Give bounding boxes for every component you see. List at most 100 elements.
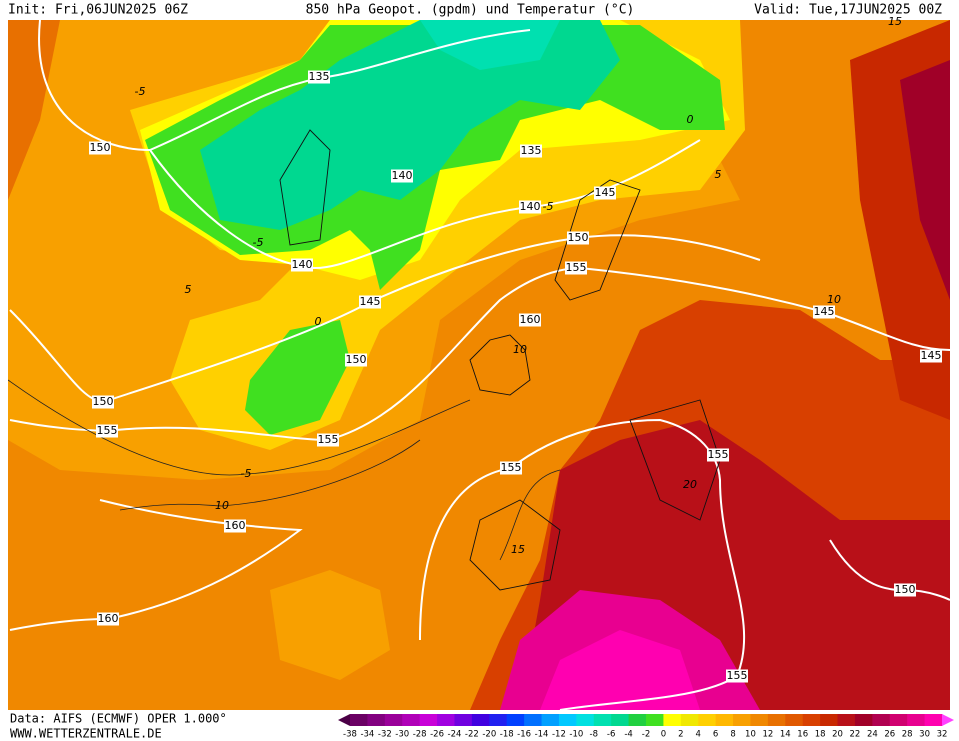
isohypse <box>38 20 531 152</box>
legend-label: -2 <box>642 730 650 740</box>
legend-swatch <box>611 714 630 726</box>
legend-label: 6 <box>713 730 718 740</box>
legend-swatch <box>767 714 786 726</box>
legend-swatch <box>350 714 368 726</box>
contour-label: 150 <box>346 353 367 366</box>
isotherm-label: 0 <box>687 113 694 126</box>
isotherm-label: 15 <box>511 543 525 556</box>
map-labels: 1351501401351451401501551401451601451451… <box>89 15 942 683</box>
legend-swatch <box>680 714 699 726</box>
field-africa-light <box>270 570 390 680</box>
contour-label-box <box>96 424 118 438</box>
legend-swatch <box>733 714 751 726</box>
legend-swatch <box>854 714 873 726</box>
legend-label: -16 <box>517 730 531 740</box>
isotherm-label: -5 <box>543 200 554 213</box>
legend-label: -22 <box>465 730 479 740</box>
contour-label-box <box>500 461 522 475</box>
contour-label: 155 <box>501 461 522 474</box>
legend-label: 26 <box>884 730 895 740</box>
legend-label: 32 <box>937 730 948 740</box>
field-pink <box>540 630 700 710</box>
legend-label: -38 <box>343 730 357 740</box>
contour-label: 145 <box>814 305 835 318</box>
legend-swatch <box>889 714 908 726</box>
legend-label: -26 <box>430 730 444 740</box>
legend-swatch <box>489 714 508 726</box>
legend-swatch <box>471 714 490 726</box>
legend-swatch <box>524 714 543 726</box>
legend-swatch <box>663 714 682 726</box>
legend-swatch <box>506 714 525 726</box>
contour-label-box <box>594 186 616 200</box>
legend-swatch <box>872 714 891 726</box>
isotherm-label: 5 <box>185 283 192 296</box>
legend-label: -6 <box>607 730 615 740</box>
legend-swatch <box>576 714 595 726</box>
field-teal <box>200 20 620 230</box>
contour-label: 150 <box>568 231 589 244</box>
contour-label: 155 <box>318 433 339 446</box>
contour-label: 140 <box>292 258 313 271</box>
contour-label-box <box>519 313 541 327</box>
contour-label-box <box>317 433 339 447</box>
contour-label-box <box>345 353 367 367</box>
coastline <box>279 129 721 591</box>
legend-swatch <box>802 714 821 726</box>
legend-label: 14 <box>780 730 791 740</box>
map <box>8 20 950 710</box>
legend-label: 12 <box>762 730 773 740</box>
isotherm-label: 15 <box>888 15 902 28</box>
isotherm-label: 10 <box>215 499 229 512</box>
contour-label: 145 <box>360 295 381 308</box>
contour-label: 135 <box>309 70 330 83</box>
legend-label: -28 <box>413 730 427 740</box>
contour-label: 135 <box>521 144 542 157</box>
contour-label: 155 <box>727 669 748 682</box>
legend-swatch <box>785 714 804 726</box>
contour-label: 140 <box>520 200 541 213</box>
contour-label: 160 <box>98 612 119 625</box>
legend-swatch <box>646 714 664 726</box>
legend-label: -30 <box>395 730 409 740</box>
legend-label: -12 <box>552 730 566 740</box>
contour-label: 150 <box>90 141 111 154</box>
contour-label-box <box>308 70 330 84</box>
contour-label: 160 <box>225 519 246 532</box>
legend-label: 18 <box>815 730 826 740</box>
legend-label: -8 <box>590 730 598 740</box>
contour-label: 150 <box>895 583 916 596</box>
legend-label: 24 <box>867 730 878 740</box>
contour-label: 160 <box>520 313 541 326</box>
isohypse <box>9 499 303 631</box>
field-cyan <box>420 20 560 70</box>
contour-label-box <box>707 448 729 462</box>
legend-arrow-high <box>942 714 954 726</box>
legend-swatch <box>698 714 717 726</box>
legend-swatch <box>367 714 386 726</box>
contour-label-box <box>391 169 413 183</box>
contour-label-box <box>92 395 114 409</box>
website: WWW.WETTERZENTRALE.DE <box>10 727 162 741</box>
legend-label: -4 <box>624 730 632 740</box>
contour-label-box <box>894 583 916 597</box>
legend-swatch <box>750 714 769 726</box>
legend-swatch <box>454 714 473 726</box>
isotherm-label: 20 <box>683 478 697 491</box>
field-east-darkred <box>900 60 950 300</box>
legend-label: 0 <box>661 730 666 740</box>
contour-label: 150 <box>93 395 114 408</box>
contour-label-box <box>813 305 835 319</box>
isotherm-label: 0 <box>315 315 322 328</box>
contour-label-box <box>520 144 542 158</box>
map-title: 850 hPa Geopot. (gpdm) und Temperatur (°… <box>306 3 635 18</box>
legend-swatch <box>907 714 926 726</box>
legend-swatch <box>558 714 577 726</box>
isotherm-label: -5 <box>253 236 264 249</box>
contour-label: 145 <box>921 349 942 362</box>
contour-label: 155 <box>566 261 587 274</box>
contour-label: 140 <box>392 169 413 182</box>
legend-swatch <box>402 714 421 726</box>
legend-label: 20 <box>832 730 843 740</box>
